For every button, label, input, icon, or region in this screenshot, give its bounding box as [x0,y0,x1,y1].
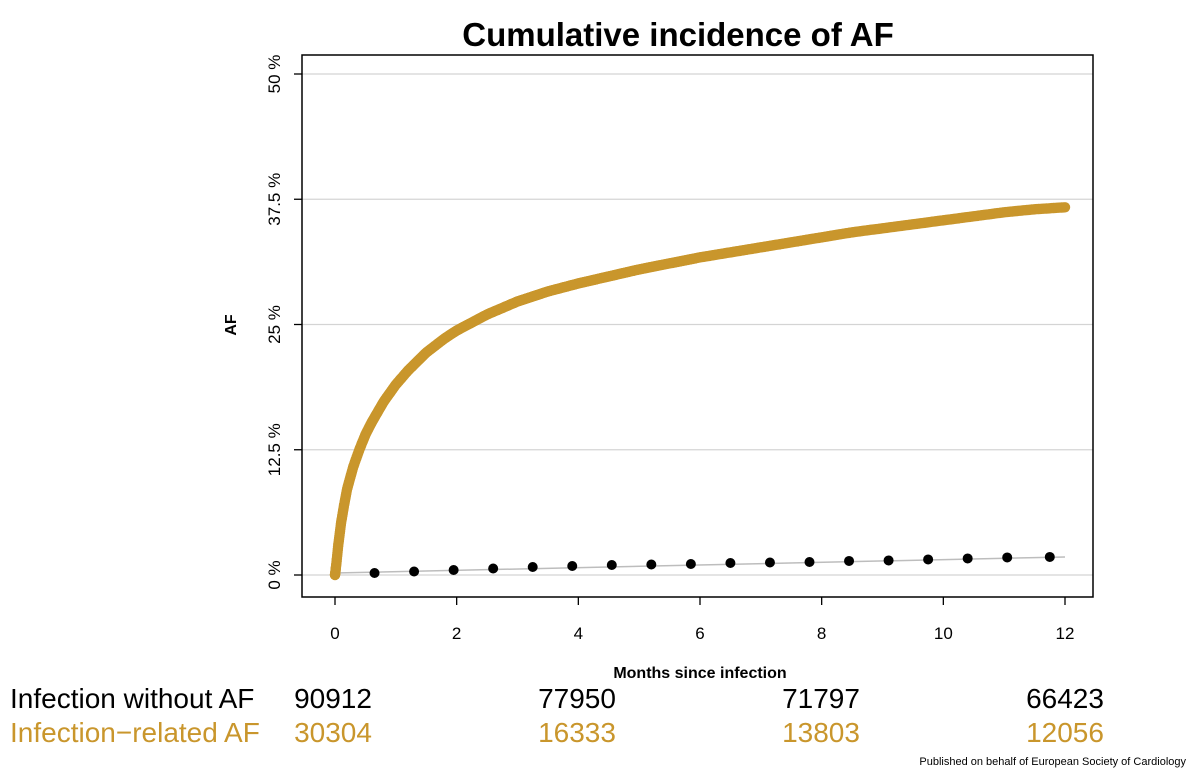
series-point [488,563,499,574]
series-point [646,559,657,570]
series-point [962,553,973,564]
series-point [448,564,459,575]
chart-title: Cumulative incidence of AF [462,16,894,53]
x-tick-label: 0 [330,624,339,643]
series-point [844,555,855,566]
x-axis: 0 2 4 6 8 10 12 [330,597,1074,643]
infection-related-af-series [329,202,1071,581]
series-point [409,566,420,577]
cumulative-incidence-chart: Cumulative incidence of AF 0 % 12.5 % 25 %… [223,16,1094,682]
risk-count: 13803 [782,717,860,748]
x-tick-label: 10 [934,624,953,643]
series-point [567,560,578,571]
series-point [527,561,538,572]
series-point [804,556,815,567]
series-point [369,567,380,578]
risk-count: 71797 [782,683,860,714]
trend-line [334,556,1066,574]
series-point [764,557,775,568]
risk-count: 30304 [294,717,372,748]
series-point [725,557,736,568]
series-point [1059,202,1071,213]
series-point [685,558,696,569]
risk-count: 12056 [1026,717,1104,748]
x-tick-label: 4 [574,624,583,643]
y-axis: 0 % 12.5 % 25 % 37.5 % 50 % [265,55,302,590]
risk-row-label: Infection−related AF [10,717,260,748]
y-tick-label: 50 % [265,55,284,94]
y-tick-label: 0 % [265,560,284,589]
risk-count: 16333 [538,717,616,748]
y-tick-label: 12.5 % [265,423,284,476]
x-tick-label: 2 [452,624,461,643]
series-point [923,554,934,565]
risk-count: 90912 [294,683,372,714]
gridlines [302,73,1093,576]
y-axis-label: AF [223,314,240,336]
series-layer [329,202,1071,581]
plot-frame [301,54,1094,598]
risk-count: 77950 [538,683,616,714]
y-tick-label: 25 % [265,305,284,344]
infection-without-af-series [369,551,1055,578]
series-point [606,559,617,570]
risk-row-label: Infection without AF [10,683,255,714]
series-point [883,555,894,566]
series-point [1044,551,1055,562]
x-tick-label: 12 [1056,624,1075,643]
x-tick-label: 8 [817,624,826,643]
risk-count: 66423 [1026,683,1104,714]
series-point [1002,552,1013,563]
y-tick-label: 37.5 % [265,173,284,226]
x-axis-label: Months since infection [613,665,786,682]
x-tick-label: 6 [695,624,704,643]
publisher-credit: Published on behalf of European Society … [919,756,1186,768]
